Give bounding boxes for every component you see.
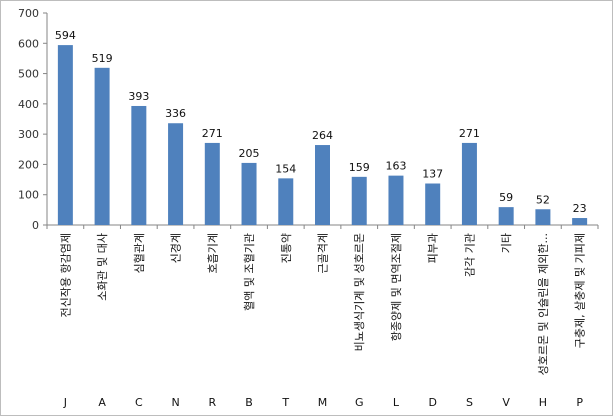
bar-R [204,142,220,225]
bar-G [351,176,367,225]
category-label-J: 전신작용 항감염제 [59,233,72,317]
category-label-L: 항종양제 및 면역조절제 [390,233,403,341]
category-code-B: B [245,396,253,409]
bar-D [425,183,441,225]
bar-V [498,207,514,225]
bar-H [535,209,551,225]
category-label-S: 감각 기관 [463,233,476,277]
category-code-V: V [502,396,510,409]
category-label-C: 심혈관계 [132,233,146,273]
data-label-M: 264 [312,129,333,142]
y-tick-label: 700 [18,7,39,20]
data-label-A: 519 [92,52,113,65]
category-label-T: 진통약 [279,233,293,263]
category-code-C: C [135,396,143,409]
category-label-A: 소화관 및 대사 [96,233,109,301]
bar-P [572,218,588,225]
data-label-G: 159 [349,161,370,174]
data-label-B: 205 [239,147,260,160]
bar-S [461,142,477,225]
category-code-R: R [208,396,216,409]
category-label-N: 신경계 [170,233,183,263]
data-label-C: 393 [128,90,149,103]
category-code-G: G [355,396,364,409]
category-label-M: 근골격계 [317,233,330,273]
bar-C [131,105,147,225]
category-code-M: M [318,396,328,409]
data-label-H: 52 [536,193,550,206]
category-label-V: 기타 [500,233,513,253]
bar-B [241,162,257,225]
data-label-N: 336 [165,107,186,120]
bar-J [57,45,73,225]
bar-A [94,67,110,226]
y-tick-label: 300 [18,128,39,141]
y-tick-label: 0 [32,219,39,232]
category-code-T: T [281,396,289,409]
category-code-A: A [98,396,106,409]
category-label-R: 호흡기계 [205,233,219,273]
y-tick-label: 600 [18,37,39,50]
category-code-D: D [428,396,436,409]
y-tick-label: 200 [18,158,39,171]
data-label-L: 163 [385,160,406,173]
category-label-P: 구충제, 살충제 및 기피제 [574,233,587,348]
category-code-L: L [393,396,400,409]
data-label-J: 594 [55,29,76,42]
data-label-S: 271 [459,127,480,140]
bar-L [388,175,404,225]
y-tick-label: 400 [18,98,39,111]
data-label-P: 23 [573,202,587,215]
category-code-J: J [63,396,67,409]
category-code-N: N [171,396,179,409]
y-tick-label: 100 [18,189,39,202]
y-tick-label: 500 [18,68,39,81]
bar-M [315,145,330,225]
data-label-D: 137 [422,168,443,181]
category-label-G: 비뇨생식기계 및 성호르몬 [353,233,366,351]
category-label-H: 성호르몬 및 인슐린을 제외한... [537,233,550,375]
category-label-B: 혈액 및 조혈기관 [242,233,256,311]
bar-N [168,123,184,225]
data-label-R: 271 [202,127,223,140]
data-label-V: 59 [499,191,513,204]
category-code-H: H [539,396,547,409]
category-code-P: P [576,396,583,409]
bar-T [278,178,294,225]
category-code-S: S [466,396,473,409]
category-label-D: 피부과 [427,233,440,263]
data-label-T: 154 [275,162,296,175]
